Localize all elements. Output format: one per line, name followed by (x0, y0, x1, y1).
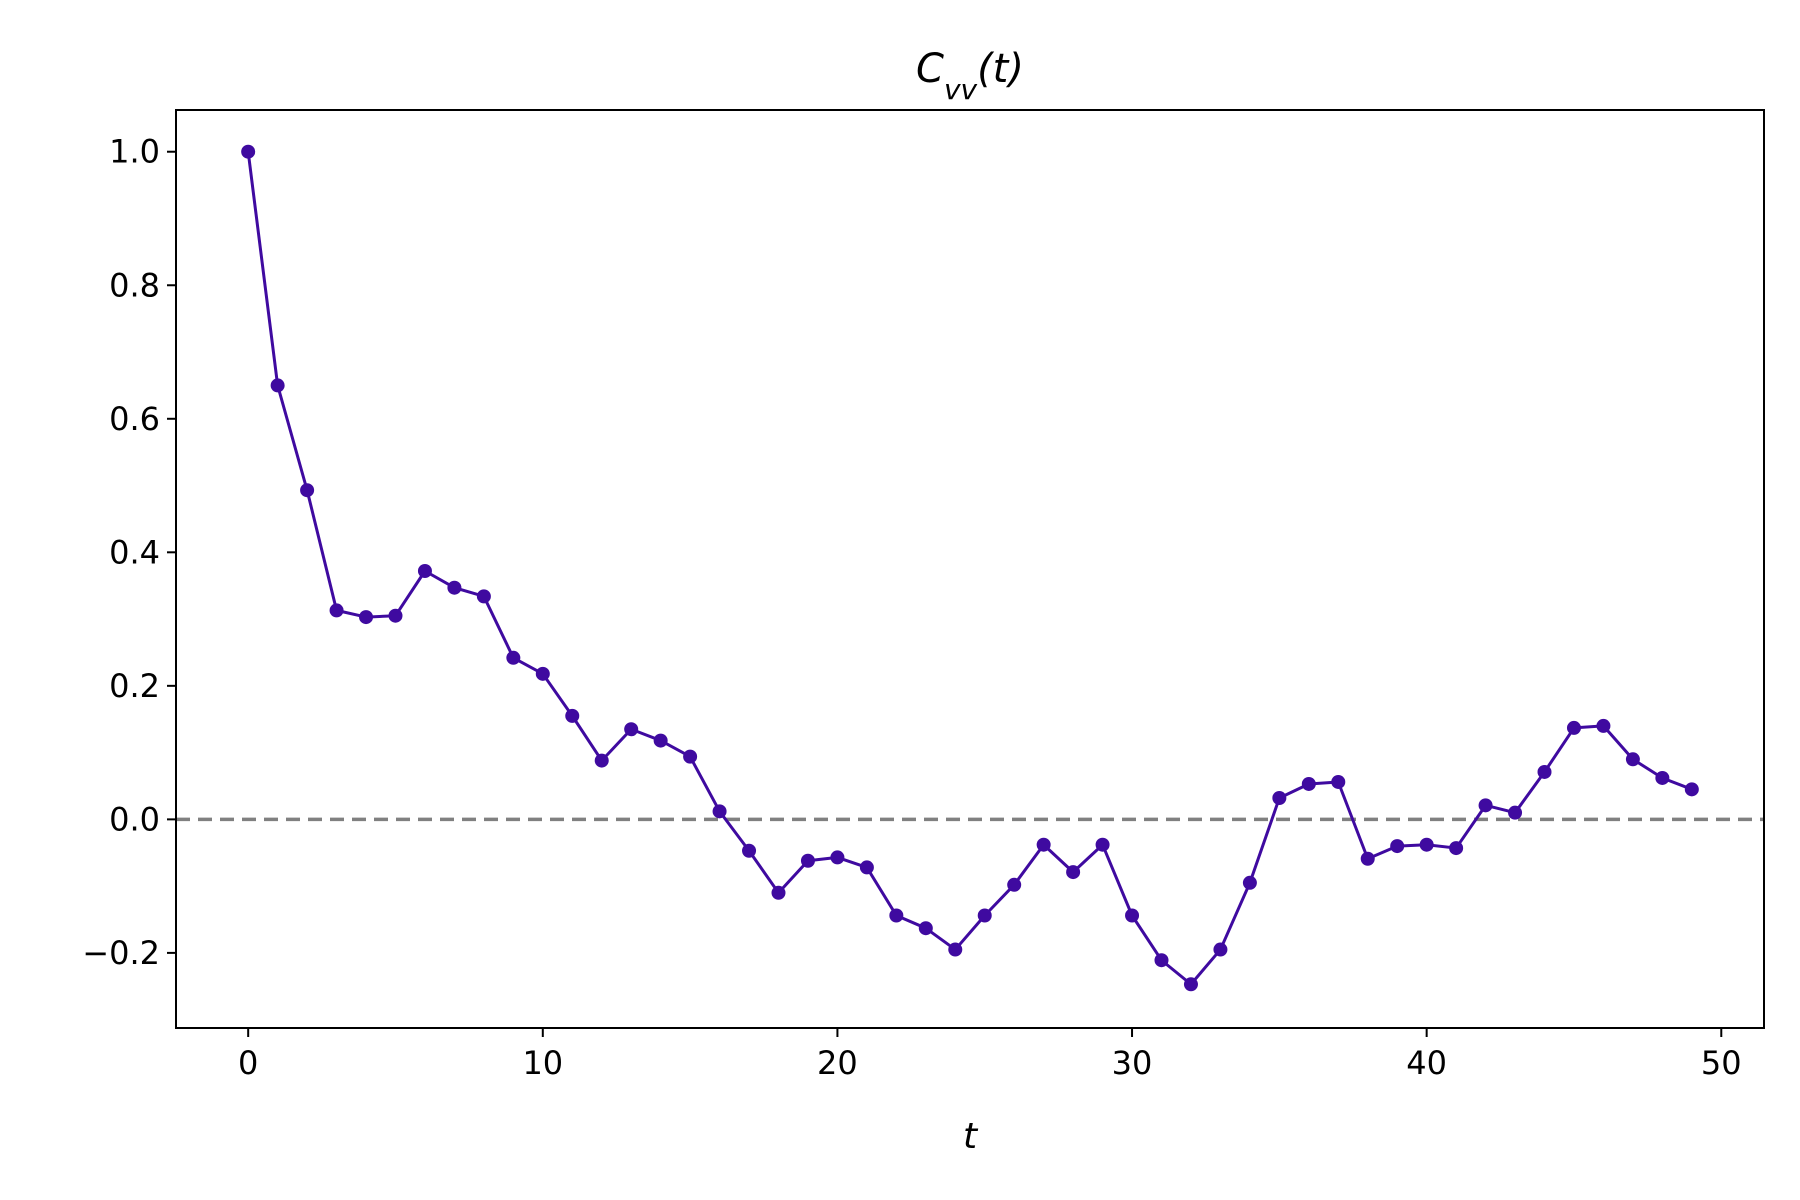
data-point (1183, 977, 1198, 992)
data-point (948, 942, 963, 957)
x-tick-label: 30 (1112, 1044, 1153, 1082)
data-point (1655, 770, 1670, 785)
data-point (889, 908, 904, 923)
plot-frame (175, 109, 1765, 1029)
data-point (830, 850, 845, 865)
data-point (594, 753, 609, 768)
data-point (1125, 908, 1140, 923)
data-point (565, 708, 580, 723)
data-point (683, 749, 698, 764)
x-axis-title: t (963, 1116, 979, 1157)
data-point (1272, 790, 1287, 805)
y-tick-label: −0.2 (82, 934, 160, 972)
data-point (1684, 782, 1699, 797)
data-point (447, 580, 462, 595)
data-point (329, 603, 344, 618)
data-point (1596, 718, 1611, 733)
data-point (1566, 720, 1581, 735)
data-point (476, 589, 491, 604)
data-point (270, 378, 285, 393)
data-point (506, 650, 521, 665)
data-point (535, 666, 550, 681)
y-tick-label: 0.8 (109, 266, 160, 304)
data-point (859, 860, 874, 875)
data-point (918, 921, 933, 936)
plot-area (176, 144, 1764, 992)
data-point (1066, 865, 1081, 880)
data-point (1478, 798, 1493, 813)
data-point (1007, 877, 1022, 892)
x-tick-label: 50 (1701, 1044, 1742, 1082)
data-point (1360, 851, 1375, 866)
data-point (1213, 942, 1228, 957)
y-tick-label: 0.0 (109, 800, 160, 838)
x-tick-label: 20 (817, 1044, 858, 1082)
data-point (241, 144, 256, 159)
data-point (742, 843, 757, 858)
x-axis: 0 10 20 30 40 50 (238, 1028, 1742, 1082)
data-point (977, 908, 992, 923)
data-point (359, 610, 374, 625)
data-point (653, 733, 668, 748)
data-point (1390, 839, 1405, 854)
data-point (300, 483, 315, 498)
data-point (1537, 764, 1552, 779)
data-point (1095, 837, 1110, 852)
data-point (1154, 953, 1169, 968)
data-point (1625, 752, 1640, 767)
y-tick-label: 1.0 (109, 133, 160, 171)
y-tick-label: 0.4 (109, 533, 160, 571)
title-main: C (916, 46, 944, 92)
data-point (1242, 875, 1257, 890)
y-tick-label: 0.2 (109, 667, 160, 705)
y-tick-label: 0.6 (109, 400, 160, 438)
data-point (1508, 805, 1523, 820)
data-point (771, 885, 786, 900)
data-point (712, 804, 727, 819)
chart-title: Cvv(t) (916, 46, 1024, 106)
data-point (388, 608, 403, 623)
data-point (800, 853, 815, 868)
data-point (1036, 837, 1051, 852)
title-subscript: vv (944, 73, 978, 106)
x-tick-label: 40 (1406, 1044, 1447, 1082)
data-point (624, 722, 639, 737)
x-tick-label: 0 (238, 1044, 258, 1082)
y-axis: −0.2 0.0 0.2 0.4 0.6 0.8 1.0 (82, 133, 176, 972)
data-point (1419, 837, 1434, 852)
data-point (417, 564, 432, 579)
title-suffix: (t) (977, 46, 1024, 92)
data-point (1331, 774, 1346, 789)
data-point (1301, 776, 1316, 791)
x-tick-label: 10 (522, 1044, 563, 1082)
data-point (1449, 841, 1464, 856)
